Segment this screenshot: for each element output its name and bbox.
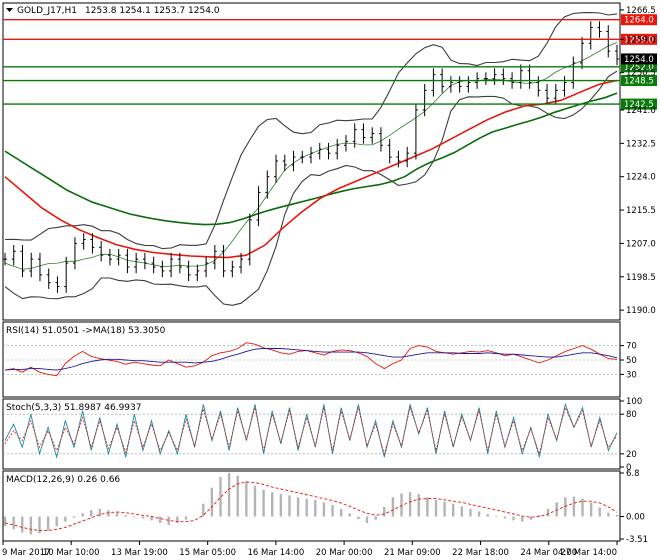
time-tick-label: 10 Mar 10:00 (43, 548, 100, 558)
axis-tick-label: 1198.5 (626, 273, 656, 283)
moving-averages (4, 79, 618, 259)
stoch-main-line (4, 402, 618, 459)
axis-tick-label: 6.8 (626, 469, 640, 479)
axis-tick-label: -3.51 (626, 535, 648, 545)
time-tick-label: 16 Mar 14:00 (248, 548, 305, 558)
axis-tick-label: 0 (626, 463, 631, 473)
axis-tick-label: 1207.0 (626, 239, 656, 249)
macd-axis: 6.8 0.00 -3.51 (620, 469, 648, 545)
axis-tick-label: 80 (626, 410, 637, 420)
axis-tick-label: 50 (626, 356, 637, 366)
axis-tick-label: 30 (626, 370, 637, 380)
rsi-ma-line (4, 348, 618, 371)
current-price-box (621, 53, 657, 65)
macd-title: MACD(12,26,9) 0.26 0.66 (6, 475, 120, 485)
axis-tick-label: 1250.5 (626, 69, 656, 79)
upper-band-line (4, 12, 618, 250)
axis-tick-label: 70 (626, 342, 637, 352)
symbol-header: GOLD_J17,H1 1253.8 1254.1 1253.7 1254.0 (6, 6, 220, 16)
level-label-box (621, 75, 657, 87)
macd-signal (4, 481, 618, 532)
stoch-signal-line (4, 406, 618, 456)
stoch-title: Stoch(5,3,3) 51.8987 46.9937 (6, 403, 141, 413)
level-label-box (621, 98, 657, 110)
axis-tick-label: 1266.5 (626, 6, 656, 16)
level-label-box (621, 14, 657, 26)
time-tick-label: 9 Mar 2017 (2, 548, 50, 558)
macd-signal-line (4, 481, 618, 532)
triangle-down-icon (6, 8, 13, 12)
level-label: 1259.0 (624, 35, 654, 45)
stoch-axis: 100 80 20 0 (620, 397, 642, 473)
current-price-label: 1254.0 (624, 55, 654, 65)
axis-tick-label: 0.00 (626, 513, 645, 523)
time-tick-label: 22 Mar 18:00 (452, 548, 509, 558)
ma-red-line (4, 79, 618, 259)
stoch-panel-frame (2, 398, 621, 470)
axis-tick-label: 1224.0 (626, 173, 656, 183)
level-label: 1264.0 (624, 16, 654, 26)
axis-tick-label: 20 (626, 450, 637, 460)
time-tick-label: 24 Mar 04:00 (520, 548, 577, 558)
level-label: 1252.0 (624, 63, 654, 73)
rsi-axis: 70 50 30 (620, 342, 637, 380)
ohlc-values: 1253.8 1254.1 1253.7 1254.0 (85, 6, 220, 16)
symbol-label: GOLD_J17,H1 (17, 6, 77, 16)
time-tick-label: 13 Mar 19:00 (111, 548, 168, 558)
level-label: 1248.5 (624, 77, 654, 87)
time-tick-label: 27 Mar 14:00 (560, 548, 617, 558)
stoch-lines (3, 402, 620, 459)
time-tick-label: 20 Mar 00:00 (316, 548, 373, 558)
macd-histogram (3, 473, 619, 535)
time-tick-label: 21 Mar 09:00 (384, 548, 441, 558)
price-bars (3, 21, 619, 293)
rsi-lines (3, 342, 620, 377)
axis-tick-label: 1190.0 (626, 306, 656, 316)
main-price-axis: 1266.5 1259.0 1250.5 1241.0 1232.5 1224.0 1215… (620, 6, 656, 316)
level-label-box (621, 61, 657, 73)
macd-panel-frame (2, 470, 621, 542)
axis-tick-label: 1241.0 (626, 106, 656, 116)
axis-tick-label: 1215.5 (626, 206, 656, 216)
ma-green-line (4, 92, 618, 226)
horizontal-levels[interactable]: 1264.0 1259.0 1252.0 1248.5 1242.5 1254.0 (3, 14, 657, 110)
rsi-title: RSI(14) 51.0501 ->MA(18) 53.3050 (6, 326, 166, 336)
axis-tick-label: 1232.5 (626, 139, 656, 149)
axis-tick-label: 1259.0 (626, 35, 656, 45)
main-panel-frame (2, 2, 621, 321)
level-label: 1242.5 (624, 100, 654, 110)
time-tick-label: 15 Mar 05:00 (179, 548, 236, 558)
level-label-box (621, 33, 657, 45)
axis-tick-label: 100 (626, 397, 642, 407)
